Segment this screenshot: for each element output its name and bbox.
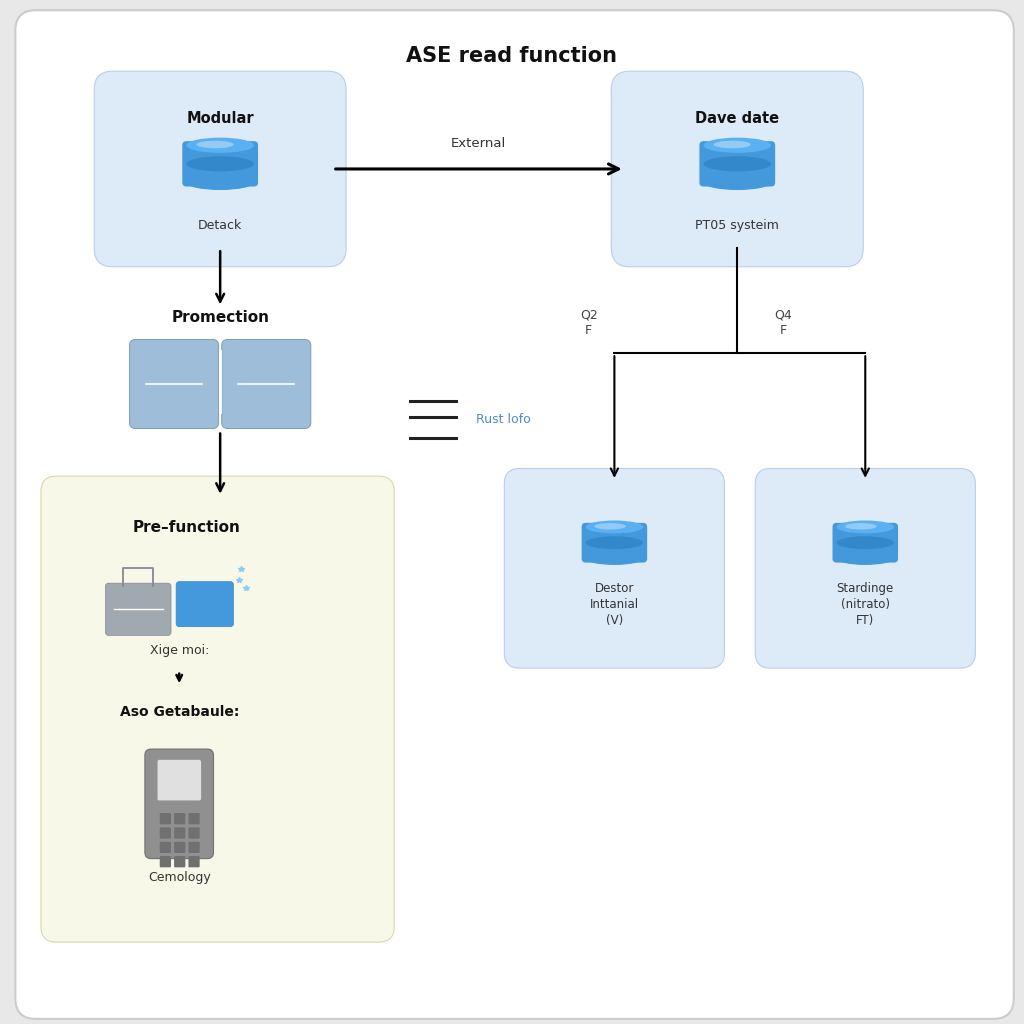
Text: Rust lofo: Rust lofo xyxy=(476,414,530,426)
FancyBboxPatch shape xyxy=(221,340,311,428)
Ellipse shape xyxy=(837,537,894,549)
FancyBboxPatch shape xyxy=(188,813,200,824)
Ellipse shape xyxy=(703,175,771,190)
FancyBboxPatch shape xyxy=(755,469,975,669)
Ellipse shape xyxy=(186,157,254,171)
FancyBboxPatch shape xyxy=(41,476,394,942)
FancyBboxPatch shape xyxy=(188,856,200,867)
Text: Dave date: Dave date xyxy=(695,111,779,126)
Ellipse shape xyxy=(703,137,771,153)
Text: Q2
F: Q2 F xyxy=(580,308,598,337)
Ellipse shape xyxy=(197,140,233,148)
FancyBboxPatch shape xyxy=(611,72,863,267)
Text: PT05 systeim: PT05 systeim xyxy=(695,219,779,232)
Ellipse shape xyxy=(703,157,771,171)
FancyBboxPatch shape xyxy=(105,584,171,635)
FancyBboxPatch shape xyxy=(158,760,201,801)
Text: Detack: Detack xyxy=(198,219,243,232)
FancyBboxPatch shape xyxy=(160,856,171,867)
Ellipse shape xyxy=(586,520,643,534)
Text: External: External xyxy=(451,137,506,150)
FancyBboxPatch shape xyxy=(188,842,200,853)
FancyBboxPatch shape xyxy=(182,141,258,186)
Ellipse shape xyxy=(594,523,626,529)
Text: Stardinge
(nitrato)
FT): Stardinge (nitrato) FT) xyxy=(837,582,894,627)
Text: Aso Getabaule:: Aso Getabaule: xyxy=(120,705,239,719)
Text: Q4
F: Q4 F xyxy=(774,308,793,337)
Ellipse shape xyxy=(714,140,751,148)
Ellipse shape xyxy=(845,523,877,529)
FancyBboxPatch shape xyxy=(15,10,1014,1019)
Text: ASE read function: ASE read function xyxy=(407,46,617,67)
FancyBboxPatch shape xyxy=(174,827,185,839)
FancyBboxPatch shape xyxy=(174,813,185,824)
Ellipse shape xyxy=(586,552,643,565)
Text: Modular: Modular xyxy=(186,111,254,126)
FancyBboxPatch shape xyxy=(504,469,724,669)
Ellipse shape xyxy=(837,520,894,534)
Text: Promection: Promection xyxy=(171,310,269,325)
FancyBboxPatch shape xyxy=(160,842,171,853)
FancyBboxPatch shape xyxy=(145,750,213,858)
FancyBboxPatch shape xyxy=(160,827,171,839)
FancyBboxPatch shape xyxy=(833,523,898,562)
Text: Xige moi:: Xige moi: xyxy=(150,644,209,656)
FancyBboxPatch shape xyxy=(699,141,775,186)
FancyBboxPatch shape xyxy=(160,813,171,824)
Ellipse shape xyxy=(186,137,254,153)
Text: Cemology: Cemology xyxy=(147,871,211,884)
Text: Pre–function: Pre–function xyxy=(133,520,241,535)
FancyBboxPatch shape xyxy=(174,842,185,853)
Ellipse shape xyxy=(586,537,643,549)
Text: Destor
Inttanial
(V): Destor Inttanial (V) xyxy=(590,582,639,627)
FancyBboxPatch shape xyxy=(188,827,200,839)
FancyBboxPatch shape xyxy=(176,582,233,627)
Ellipse shape xyxy=(186,175,254,190)
FancyBboxPatch shape xyxy=(582,523,647,562)
FancyBboxPatch shape xyxy=(94,72,346,267)
FancyBboxPatch shape xyxy=(129,340,218,428)
Ellipse shape xyxy=(837,552,894,565)
FancyBboxPatch shape xyxy=(174,856,185,867)
